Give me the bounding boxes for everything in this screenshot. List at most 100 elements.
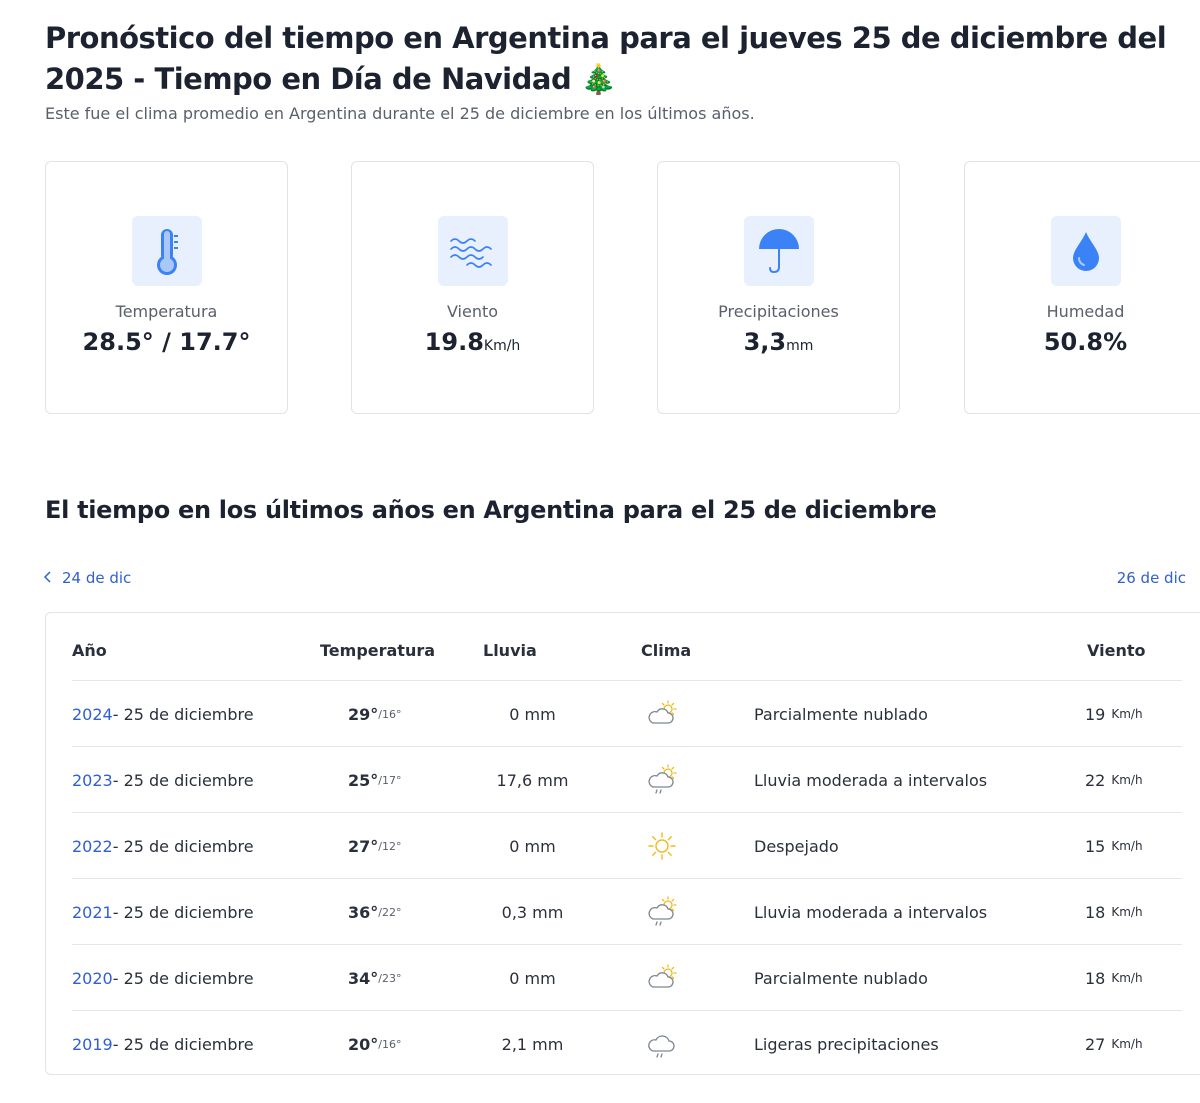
temp-high: 29°	[348, 704, 379, 724]
card-label: Precipitaciones	[718, 302, 839, 321]
temp-high: 36°	[348, 902, 379, 922]
page-title: Pronóstico del tiempo en Argentina para …	[45, 21, 1167, 96]
wind-value: 22	[1085, 770, 1106, 790]
year-link[interactable]: 2020	[72, 968, 113, 988]
row-wind: 18 Km/h	[1085, 945, 1143, 1011]
partly-cloudy-icon	[644, 945, 680, 1011]
row-date-text: - 25 de diciembre	[112, 902, 254, 922]
wind-icon	[438, 216, 508, 286]
card-value: 19.8Km/h	[424, 328, 521, 356]
card-value: 28.5° / 17.7°	[82, 328, 251, 356]
rain-sun-icon	[644, 747, 680, 813]
col-header-rain: Lluvia	[483, 641, 537, 660]
temp-low: /22°	[378, 905, 402, 919]
wind-unit: Km/h	[1111, 905, 1143, 919]
page-subtitle: Este fue el clima promedio en Argentina …	[45, 104, 755, 123]
row-description: Ligeras precipitaciones	[754, 1034, 939, 1054]
row-wind: 15 Km/h	[1085, 813, 1143, 879]
temp-low: /16°	[378, 1037, 402, 1051]
table-row: 2020 - 25 de diciembre 34°/23° 0 mm Parcial…	[72, 944, 1182, 1010]
temp-low: /16°	[378, 707, 402, 721]
row-date: 2020 - 25 de diciembre	[72, 945, 254, 1011]
row-wind: 27 Km/h	[1085, 1011, 1143, 1077]
row-rain: 2,1 mm	[501, 1034, 564, 1054]
card-temperature: Temperatura 28.5° / 17.7°	[45, 161, 288, 414]
rain-sun-icon	[644, 879, 680, 945]
wind-unit: Km/h	[1111, 1037, 1143, 1051]
row-date: 2024 - 25 de diciembre	[72, 681, 254, 747]
temp-high: 20°	[348, 1034, 379, 1054]
wind-unit: Km/h	[1111, 839, 1143, 853]
row-rain: 0 mm	[509, 836, 556, 856]
card-precipitation: Precipitaciones 3,3mm	[657, 161, 900, 414]
row-date-text: - 25 de diciembre	[112, 1034, 254, 1054]
row-rain: 0 mm	[509, 968, 556, 988]
row-date-text: - 25 de diciembre	[112, 770, 254, 790]
prev-day-link[interactable]: 24 de dic	[43, 569, 132, 587]
row-temperature: 20°/16°	[348, 1011, 401, 1077]
wind-unit: Km/h	[1111, 707, 1143, 721]
row-temperature: 25°/17°	[348, 747, 401, 813]
card-wind: Viento 19.8Km/h	[351, 161, 594, 414]
row-description: Parcialmente nublado	[754, 704, 928, 724]
card-label: Temperatura	[115, 302, 218, 321]
row-rain: 0 mm	[509, 704, 556, 724]
row-rain: 0,3 mm	[501, 902, 564, 922]
partly-cloudy-icon	[644, 681, 680, 747]
table-row: 2023 - 25 de diciembre 25°/17° 17,6 mm Lluv…	[72, 746, 1182, 812]
umbrella-icon	[744, 216, 814, 286]
temp-low: /17°	[378, 773, 402, 787]
rain-icon	[644, 1011, 680, 1077]
history-title: El tiempo en los últimos años en Argenti…	[45, 496, 937, 524]
next-day-link[interactable]: 26 de dic	[1116, 569, 1186, 587]
row-description: Lluvia moderada a intervalos	[754, 902, 988, 922]
table-row: 2019 - 25 de diciembre 20°/16° 2,1 mm Liger…	[72, 1010, 1182, 1076]
table-row: 2021 - 25 de diciembre 36°/22° 0,3 mm Lluvi…	[72, 878, 1182, 944]
row-temperature: 36°/22°	[348, 879, 401, 945]
row-date: 2023 - 25 de diciembre	[72, 747, 254, 813]
row-date-text: - 25 de diciembre	[112, 704, 254, 724]
wind-value: 19	[1085, 704, 1106, 724]
temp-low: /12°	[378, 839, 402, 853]
row-temperature: 27°/12°	[348, 813, 401, 879]
card-humidity: Humedad 50.8%	[964, 161, 1200, 414]
wind-value: 18	[1085, 968, 1106, 988]
history-table: Año Temperatura Lluvia Clima Viento 2024…	[45, 612, 1200, 1075]
wind-value: 15	[1085, 836, 1106, 856]
row-date-text: - 25 de diciembre	[112, 836, 254, 856]
col-header-weather: Clima	[641, 641, 692, 660]
year-link[interactable]: 2023	[72, 770, 113, 790]
table-row: 2024 - 25 de diciembre 29°/16° 0 mm Parcial…	[72, 680, 1182, 746]
row-date: 2021 - 25 de diciembre	[72, 879, 254, 945]
row-description: Parcialmente nublado	[754, 968, 928, 988]
sun-icon	[644, 813, 680, 879]
card-label: Humedad	[1046, 302, 1125, 321]
temp-high: 25°	[348, 770, 379, 790]
temp-high: 27°	[348, 836, 379, 856]
year-link[interactable]: 2022	[72, 836, 113, 856]
thermometer-icon	[132, 216, 202, 286]
year-link[interactable]: 2024	[72, 704, 113, 724]
row-wind: 18 Km/h	[1085, 879, 1143, 945]
year-link[interactable]: 2021	[72, 902, 113, 922]
year-link[interactable]: 2019	[72, 1034, 113, 1054]
drop-icon	[1051, 216, 1121, 286]
col-header-temp: Temperatura	[320, 641, 436, 660]
card-label: Viento	[446, 302, 499, 321]
row-rain: 17,6 mm	[496, 770, 569, 790]
temp-high: 34°	[348, 968, 379, 988]
row-date-text: - 25 de diciembre	[112, 968, 254, 988]
card-value: 3,3mm	[743, 328, 814, 356]
row-date: 2019 - 25 de diciembre	[72, 1011, 254, 1077]
wind-unit: Km/h	[1111, 971, 1143, 985]
temp-low: /23°	[378, 971, 402, 985]
wind-value: 27	[1085, 1034, 1106, 1054]
card-value: 50.8%	[1043, 328, 1128, 356]
wind-value: 18	[1085, 902, 1106, 922]
row-temperature: 34°/23°	[348, 945, 401, 1011]
col-header-wind: Viento	[1087, 641, 1146, 660]
prev-day-label: 24 de dic	[62, 569, 132, 587]
row-description: Lluvia moderada a intervalos	[754, 770, 988, 790]
chevron-left-icon	[43, 569, 52, 587]
wind-unit: Km/h	[1111, 773, 1143, 787]
